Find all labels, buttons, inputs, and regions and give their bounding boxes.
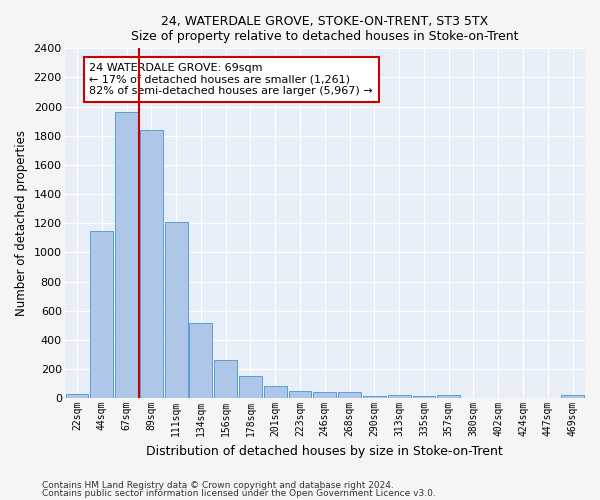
Bar	[264, 386, 287, 398]
Bar	[115, 112, 138, 398]
Bar	[190, 323, 212, 398]
Bar	[388, 395, 410, 398]
Bar	[91, 230, 113, 398]
Bar	[363, 396, 386, 398]
Bar	[413, 396, 436, 398]
Y-axis label: Number of detached properties: Number of detached properties	[15, 130, 28, 316]
Bar	[214, 360, 237, 398]
Text: Contains HM Land Registry data © Crown copyright and database right 2024.: Contains HM Land Registry data © Crown c…	[42, 480, 394, 490]
Bar	[289, 391, 311, 398]
Text: Contains public sector information licensed under the Open Government Licence v3: Contains public sector information licen…	[42, 489, 436, 498]
Bar	[338, 392, 361, 398]
X-axis label: Distribution of detached houses by size in Stoke-on-Trent: Distribution of detached houses by size …	[146, 444, 503, 458]
Bar	[239, 376, 262, 398]
Text: 24 WATERDALE GROVE: 69sqm
← 17% of detached houses are smaller (1,261)
82% of se: 24 WATERDALE GROVE: 69sqm ← 17% of detac…	[89, 63, 373, 96]
Bar	[65, 394, 88, 398]
Bar	[313, 392, 336, 398]
Bar	[165, 222, 188, 398]
Bar	[561, 395, 584, 398]
Bar	[437, 395, 460, 398]
Bar	[140, 130, 163, 398]
Title: 24, WATERDALE GROVE, STOKE-ON-TRENT, ST3 5TX
Size of property relative to detach: 24, WATERDALE GROVE, STOKE-ON-TRENT, ST3…	[131, 15, 518, 43]
